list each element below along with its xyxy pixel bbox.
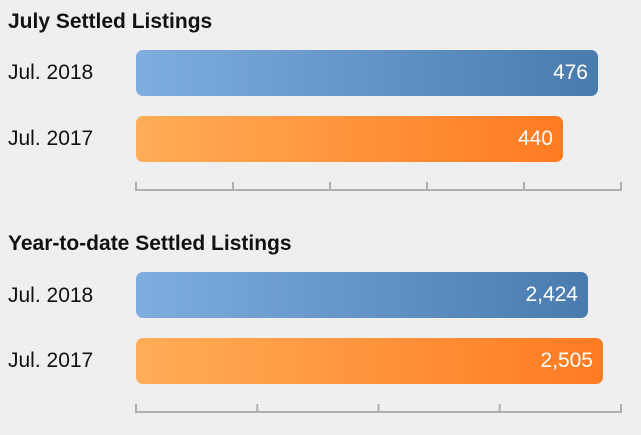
bar-jul-2018: 2,424 — [136, 272, 588, 318]
category-label-jul-2018: Jul. 2018 — [8, 284, 94, 307]
bar-jul-2017: 2,505 — [136, 338, 603, 384]
category-label-jul-2017: Jul. 2017 — [8, 349, 94, 372]
bar-value-label: 2,424 — [525, 283, 578, 306]
bar-jul-2017: 440 — [136, 116, 563, 162]
chart-title: Year-to-date Settled Listings — [8, 232, 292, 255]
chart-title: July Settled Listings — [8, 10, 213, 33]
category-label-jul-2017: Jul. 2017 — [8, 127, 94, 150]
x-axis — [135, 182, 622, 191]
bar-jul-2018: 476 — [136, 50, 598, 96]
bar-value-label: 440 — [517, 127, 553, 150]
bar-value-label: 476 — [552, 61, 588, 84]
x-axis — [135, 404, 622, 413]
category-label-jul-2018: Jul. 2018 — [8, 61, 94, 84]
bar-value-label: 2,505 — [540, 349, 593, 372]
